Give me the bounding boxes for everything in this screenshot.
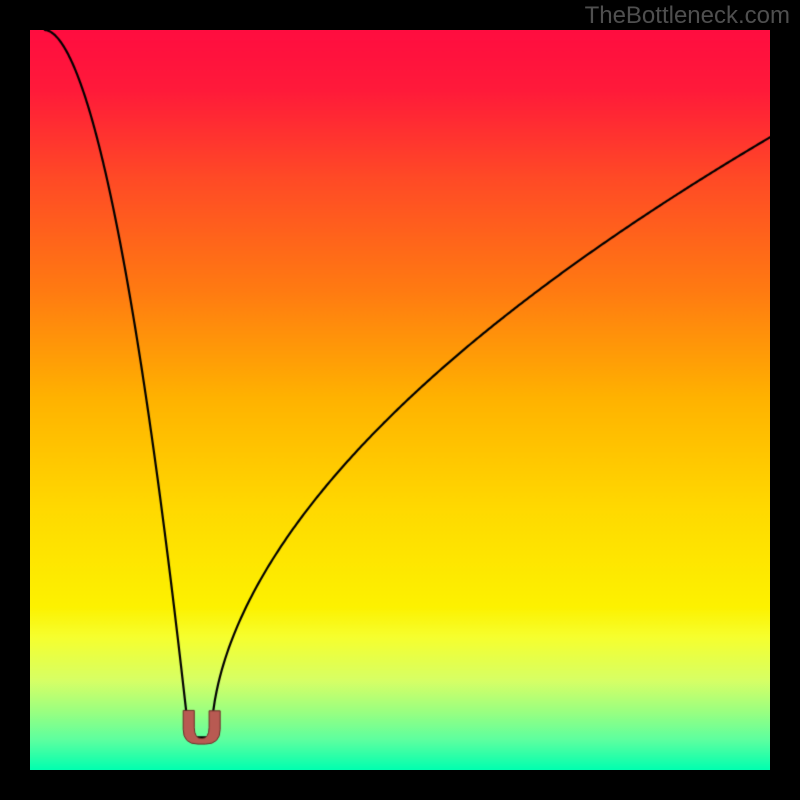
- chart-stage: TheBottleneck.com: [0, 0, 800, 800]
- bottleneck-curve-chart: [30, 30, 770, 770]
- watermark-text: TheBottleneck.com: [585, 2, 790, 30]
